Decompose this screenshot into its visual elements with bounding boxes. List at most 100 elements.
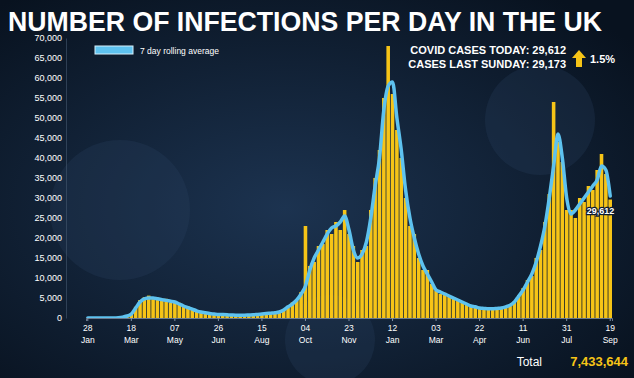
bar xyxy=(182,307,186,318)
y-tick: 15,000 xyxy=(34,253,66,263)
x-tick-label: 26Jun xyxy=(212,323,226,344)
y-tick-label: 0 xyxy=(57,313,62,323)
y-tick-label: 30,000 xyxy=(34,193,62,203)
x-tick-mark xyxy=(261,318,262,321)
bar xyxy=(482,309,486,318)
x-tick-label: 03Mar xyxy=(429,323,444,344)
x-tick: 19Sep xyxy=(603,318,618,345)
total-label: Total xyxy=(517,355,542,369)
bar xyxy=(408,226,412,318)
x-tick-label: 11Jun xyxy=(516,323,530,344)
bar xyxy=(565,210,569,318)
y-tick-label: 35,000 xyxy=(34,173,62,183)
legend: 7 day rolling average xyxy=(95,46,219,56)
chart-container: 05,00010,00015,00020,00025,00030,00035,0… xyxy=(0,0,634,378)
bar-series xyxy=(116,46,612,318)
x-tick-label: 28Jan xyxy=(81,323,95,344)
chart-svg: 05,00010,00015,00020,00025,00030,00035,0… xyxy=(0,0,634,378)
y-tick-label: 10,000 xyxy=(34,273,62,283)
y-tick: 50,000 xyxy=(34,113,66,123)
bar xyxy=(578,198,582,318)
bar xyxy=(447,296,451,318)
x-tick-mark xyxy=(436,318,437,321)
bar xyxy=(399,158,403,318)
bar xyxy=(443,293,447,318)
bar xyxy=(569,210,573,318)
bar xyxy=(347,234,351,318)
x-axis-line xyxy=(87,319,613,322)
bar xyxy=(325,230,329,318)
bar xyxy=(421,270,425,318)
bar xyxy=(608,200,612,318)
x-tick-mark xyxy=(392,318,393,321)
bar xyxy=(439,294,443,318)
y-axis: 05,00010,00015,00020,00025,00030,00035,0… xyxy=(34,33,66,323)
x-tick-label: 22Apr xyxy=(473,323,486,344)
x-tick-mark xyxy=(610,318,611,321)
bar xyxy=(317,246,321,318)
last-value-label: 29,612 xyxy=(587,206,615,216)
bar xyxy=(151,299,155,318)
bar xyxy=(539,250,543,318)
bar xyxy=(456,301,460,318)
x-tick: 22Apr xyxy=(473,318,486,345)
y-tick-label: 45,000 xyxy=(34,133,62,143)
y-tick-label: 55,000 xyxy=(34,93,62,103)
bar xyxy=(339,230,343,318)
cases-today: COVID CASES TODAY: 29,612 xyxy=(410,44,566,56)
x-tick-mark xyxy=(131,318,132,321)
bar xyxy=(600,154,604,318)
bar xyxy=(356,262,360,318)
x-tick-mark xyxy=(87,318,88,321)
x-tick-label: 23Nov xyxy=(341,323,357,344)
x-tick-label: 31Jul xyxy=(561,323,572,344)
bar xyxy=(404,198,408,318)
x-tick-label: 04Oct xyxy=(299,323,313,344)
y-tick: 10,000 xyxy=(34,273,66,283)
bar xyxy=(582,202,586,318)
x-tick-mark xyxy=(523,318,524,321)
bar xyxy=(343,210,347,318)
x-tick: 12Jan xyxy=(386,318,400,345)
title: NUMBER OF INFECTIONS PER DAY IN THE UK xyxy=(8,6,602,37)
bar xyxy=(574,218,578,318)
change-percent: 1.5% xyxy=(590,53,615,65)
x-tick-label: 07May xyxy=(167,323,184,344)
y-tick: 0 xyxy=(57,313,66,323)
y-tick-label: 40,000 xyxy=(34,153,62,163)
x-tick: 03Mar xyxy=(429,318,444,345)
x-axis: 28Jan18Mar07May26Jun15Aug04Oct23Nov12Jan… xyxy=(81,318,618,345)
x-tick-mark xyxy=(349,318,350,321)
background-decoration xyxy=(50,65,595,378)
total-value: 7,433,644 xyxy=(570,354,629,369)
x-tick-mark xyxy=(305,318,306,321)
bar xyxy=(430,284,434,318)
x-tick: 04Oct xyxy=(299,318,313,345)
y-tick: 45,000 xyxy=(34,133,66,143)
legend-label: 7 day rolling average xyxy=(140,46,219,56)
bar xyxy=(334,222,338,318)
legend-swatch xyxy=(95,46,133,54)
bar xyxy=(304,226,308,318)
x-tick-label: 18Mar xyxy=(124,323,139,344)
x-tick-mark xyxy=(218,318,219,321)
plot-area xyxy=(88,46,612,318)
up-arrow xyxy=(572,50,586,67)
bar xyxy=(491,310,495,318)
annotations: COVID CASES TODAY: 29,612 CASES LAST SUND… xyxy=(408,44,628,369)
bar xyxy=(595,170,599,318)
y-tick: 35,000 xyxy=(34,173,66,183)
bar xyxy=(473,308,477,318)
line xyxy=(88,82,610,318)
bar xyxy=(434,291,438,318)
x-tick: 28Jan xyxy=(81,318,95,345)
cases-last-sunday: CASES LAST SUNDAY: 29,173 xyxy=(408,58,566,70)
y-axis-line xyxy=(66,39,67,319)
bar xyxy=(330,234,334,318)
y-tick-label: 60,000 xyxy=(34,73,62,83)
bar xyxy=(169,302,173,318)
bar xyxy=(395,130,399,318)
virus-shape xyxy=(50,140,190,280)
y-tick: 25,000 xyxy=(34,213,66,223)
bar xyxy=(365,246,369,318)
